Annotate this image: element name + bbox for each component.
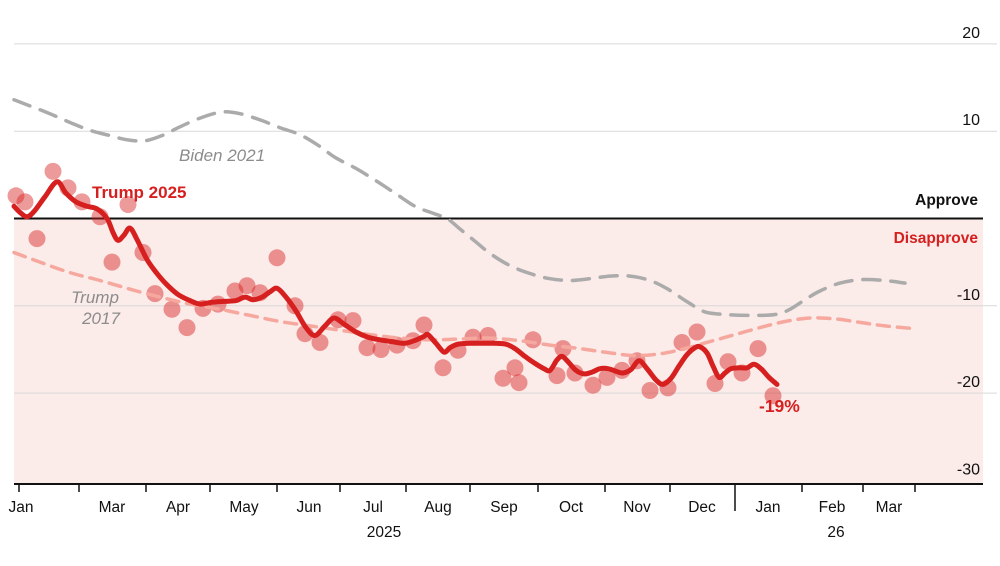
y-tick-label--20: -20 bbox=[957, 374, 980, 391]
poll-dot bbox=[584, 376, 602, 394]
y-tick-label-20: 20 bbox=[962, 25, 980, 42]
poll-dot bbox=[178, 319, 196, 337]
poll-dot bbox=[548, 367, 566, 385]
poll-dot bbox=[358, 339, 376, 357]
poll-dot bbox=[506, 359, 524, 377]
x-month-label-may: May bbox=[229, 499, 259, 516]
series-label-trump-2017-line1: Trump bbox=[71, 288, 119, 307]
x-month-label-feb: Feb bbox=[819, 499, 846, 516]
x-month-label-oct: Oct bbox=[559, 499, 584, 516]
poll-dot bbox=[494, 369, 512, 387]
poll-dot bbox=[16, 193, 34, 211]
poll-dot bbox=[311, 334, 329, 351]
approve-axis-label: Approve bbox=[915, 192, 978, 209]
poll-dot bbox=[566, 364, 584, 382]
poll-dot bbox=[434, 359, 452, 377]
x-month-label-nov: Nov bbox=[623, 499, 651, 516]
x-month-label-mar: Mar bbox=[876, 499, 903, 516]
poll-dot bbox=[524, 331, 542, 349]
poll-dot bbox=[749, 340, 767, 358]
poll-dot bbox=[268, 249, 286, 267]
poll-dot bbox=[103, 253, 121, 271]
disapprove-axis-label: Disapprove bbox=[893, 230, 978, 247]
poll-dot bbox=[598, 368, 616, 386]
line-trump-2017 bbox=[12, 250, 915, 358]
x-month-label-jan: Jan bbox=[756, 499, 781, 516]
series-label-trump-2017-line2: 2017 bbox=[82, 309, 120, 328]
poll-dot bbox=[163, 300, 181, 318]
series-label-trump-2017: Trump 2017 bbox=[60, 287, 130, 329]
poll-dot bbox=[372, 341, 390, 358]
x-month-label-apr: Apr bbox=[166, 499, 190, 516]
end-value-annotation: -19% bbox=[759, 396, 800, 416]
poll-dot bbox=[554, 340, 572, 358]
poll-dot bbox=[238, 277, 256, 295]
x-month-label-dec: Dec bbox=[688, 499, 716, 516]
x-month-label-mar: Mar bbox=[99, 499, 126, 516]
poll-dot bbox=[28, 230, 46, 248]
poll-dot bbox=[764, 387, 782, 405]
poll-dot bbox=[44, 162, 62, 180]
x-month-label-sep: Sep bbox=[490, 499, 518, 516]
poll-dot bbox=[119, 196, 137, 213]
line-trump-2025 bbox=[11, 179, 780, 387]
x-year-label-2025: 2025 bbox=[367, 524, 401, 541]
y-tick-label--30: -30 bbox=[957, 461, 980, 478]
x-month-label-jul: Jul bbox=[363, 499, 383, 516]
poll-dot bbox=[641, 382, 659, 399]
x-month-label-jan: Jan bbox=[9, 499, 34, 516]
y-tick-label--10: -10 bbox=[957, 287, 980, 304]
poll-dot bbox=[7, 187, 25, 205]
poll-dot bbox=[510, 374, 528, 392]
poll-dot bbox=[688, 323, 706, 341]
poll-dot bbox=[226, 282, 244, 300]
series-label-biden-2021: Biden 2021 bbox=[179, 146, 266, 165]
x-month-label-aug: Aug bbox=[424, 499, 452, 516]
x-year-label-26: 26 bbox=[827, 524, 844, 541]
series-label-trump-2025: Trump 2025 bbox=[92, 183, 187, 202]
x-month-label-jun: Jun bbox=[297, 499, 322, 516]
poll-dot bbox=[415, 316, 433, 334]
line-biden-2021 bbox=[12, 98, 907, 318]
disapprove-shaded-region bbox=[14, 218, 983, 484]
y-tick-label-10: 10 bbox=[962, 112, 980, 129]
